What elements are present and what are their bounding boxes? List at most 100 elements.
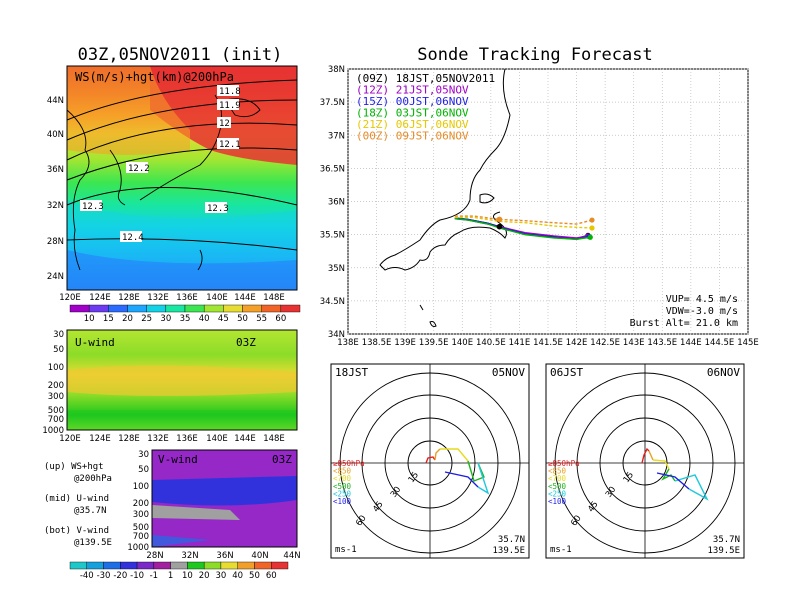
legend-entry: (21Z) 06JST,06NOV xyxy=(356,118,469,131)
lon-tick: 142E xyxy=(566,338,588,348)
u-wind-panel: 03Z U-wind 30 50 100 200 300 500 700 100… xyxy=(42,329,298,444)
hodo-lat: 35.7N xyxy=(713,535,740,545)
hodo-trace xyxy=(444,471,479,488)
lon-tick: 140.5E xyxy=(476,338,506,348)
track-info: VUP= 4.5 m/s VDW=-3.0 m/s Burst Alt= 21.… xyxy=(630,294,738,329)
colorbar-swatch xyxy=(146,304,167,313)
lon-tick: 128E xyxy=(118,293,140,303)
p-tick: 200 xyxy=(133,499,149,509)
colorbar-swatch xyxy=(280,304,301,313)
lon-tick: 144E xyxy=(680,338,702,348)
hodo-legend-entry: <100 xyxy=(333,497,352,506)
colorbar-label: 35 xyxy=(180,314,191,324)
lon-tick: 143.5E xyxy=(647,338,677,348)
legend-entry: (09Z) 18JST,05NOV2011 xyxy=(356,72,495,85)
coastline xyxy=(66,94,261,271)
u-p-ticks: 30 50 100 200 300 500 700 1000 xyxy=(42,330,64,436)
colorbar-swatch xyxy=(165,304,186,313)
track-lon-ticks: 138E 138.5E 139E 139.5E 140E 140.5E 141E 141.5E… xyxy=(337,338,759,348)
colorbar-swatch xyxy=(170,561,188,570)
colorbar-label: 10 xyxy=(84,314,95,324)
vup-text: VUP= 4.5 m/s xyxy=(666,294,738,305)
lat-tick: 36N xyxy=(328,198,345,208)
contour-label: 12.3 xyxy=(80,200,104,212)
svg-text:12: 12 xyxy=(219,119,230,129)
note-bot-level: @139.5E xyxy=(74,538,112,548)
p-tick: 300 xyxy=(133,510,149,520)
colorbar-swatch xyxy=(108,304,128,313)
p-tick: 50 xyxy=(53,345,64,355)
colorbar-swatch xyxy=(242,304,262,313)
colorbar-swatch xyxy=(69,304,90,313)
hodo-legend-entry: <700 xyxy=(333,474,352,483)
colorbar-label: 40 xyxy=(199,314,210,324)
p-tick: 50 xyxy=(138,465,149,475)
contour-label: 12.2 xyxy=(126,162,150,174)
lon-tick: 132E xyxy=(147,434,169,444)
svg-text:12.3: 12.3 xyxy=(207,204,229,214)
p-tick: 30 xyxy=(138,450,149,460)
lon-tick: 138.5E xyxy=(362,338,392,348)
lon-tick: 141.5E xyxy=(533,338,563,348)
v-blue-band xyxy=(152,476,297,506)
ws-cyan-zone xyxy=(67,200,297,290)
lon-tick: 141E xyxy=(509,338,531,348)
colorbar-swatch xyxy=(88,304,109,313)
colorbar-label: 60 xyxy=(266,571,277,581)
hodo-trace xyxy=(652,459,670,470)
right-title: Sonde Tracking Forecast xyxy=(417,45,652,65)
contour-label: 11.8 xyxy=(217,85,241,97)
lon-tick: 124E xyxy=(89,293,111,303)
lon-tick: 148E xyxy=(263,293,285,303)
hodo-legend-entry: <500 xyxy=(548,482,567,491)
v-lat-ticks: 28N 32N 36N 40N 44N xyxy=(146,551,300,561)
colorbar-swatch xyxy=(203,304,224,313)
lat-tick: 34N xyxy=(328,330,345,340)
hodo-time: 18JST xyxy=(335,366,368,379)
lon-tick: 138E xyxy=(337,338,359,348)
colorbar-label: 15 xyxy=(103,314,114,324)
lon-tick: 140E xyxy=(206,434,228,444)
ws-map-panel: 11.8 11.9 12 12.1 12.2 12.3 12.3 12.4 WS… xyxy=(47,65,301,324)
landing-point xyxy=(587,234,593,240)
track-grid xyxy=(347,68,749,335)
landing-point xyxy=(589,217,595,223)
ws-blue-zone xyxy=(67,250,297,290)
p-tick: 200 xyxy=(48,381,64,391)
svg-text:12.4: 12.4 xyxy=(122,233,144,243)
svg-text:11.9: 11.9 xyxy=(219,101,241,111)
jet-core xyxy=(150,66,297,165)
track-legend: (09Z) 18JST,05NOV2011(12Z) 21JST,05NOV(1… xyxy=(356,72,495,143)
colorbar-swatch xyxy=(153,561,171,570)
hodo-trace xyxy=(648,450,654,461)
colorbar-label: -30 xyxy=(97,571,111,581)
u-lon-ticks: 120E 124E 128E 132E 136E 140E 144E 148E xyxy=(59,434,285,444)
burst-alt-text: Burst Alt= 21.0 km xyxy=(630,318,738,329)
lon-tick: 140E xyxy=(451,338,473,348)
colorbar-label: 1 xyxy=(168,571,173,581)
sonde-track-line xyxy=(454,218,591,240)
legend-entry: (12Z) 21JST,05NOV xyxy=(356,84,469,97)
contour-line xyxy=(66,99,298,141)
colorbar-label: 60 xyxy=(275,314,286,324)
v-lower-band xyxy=(152,535,210,547)
lat-tick: 38N xyxy=(328,65,345,75)
contour-label: 12.3 xyxy=(205,202,229,214)
ws-lon-ticks: 120E 124E 128E 132E 136E 140E 144E 148E xyxy=(59,293,285,303)
lon-tick: 120E xyxy=(59,434,81,444)
contour-labels: 11.8 11.9 12 12.1 12.2 12.3 12.3 12.4 xyxy=(80,85,241,243)
lat-tick: 36N xyxy=(216,551,233,561)
wind-colorbar: -40 -30 -20 -10 -1 1 10 20 30 40 50 60 xyxy=(69,561,289,581)
lat-tick: 44N xyxy=(283,551,300,561)
note-up: (up) WS+hgt xyxy=(44,462,104,472)
svg-text:12.1: 12.1 xyxy=(219,140,241,150)
colorbar-swatch xyxy=(103,561,121,570)
coastline-hokkaido xyxy=(224,98,261,118)
contour-line xyxy=(66,187,298,206)
lat-tick: 35.5N xyxy=(320,231,345,241)
ws-orange-zone xyxy=(67,66,190,155)
colorbar-label: -40 xyxy=(80,571,94,581)
p-tick: 100 xyxy=(48,363,64,373)
colorbar-label: 25 xyxy=(141,314,152,324)
